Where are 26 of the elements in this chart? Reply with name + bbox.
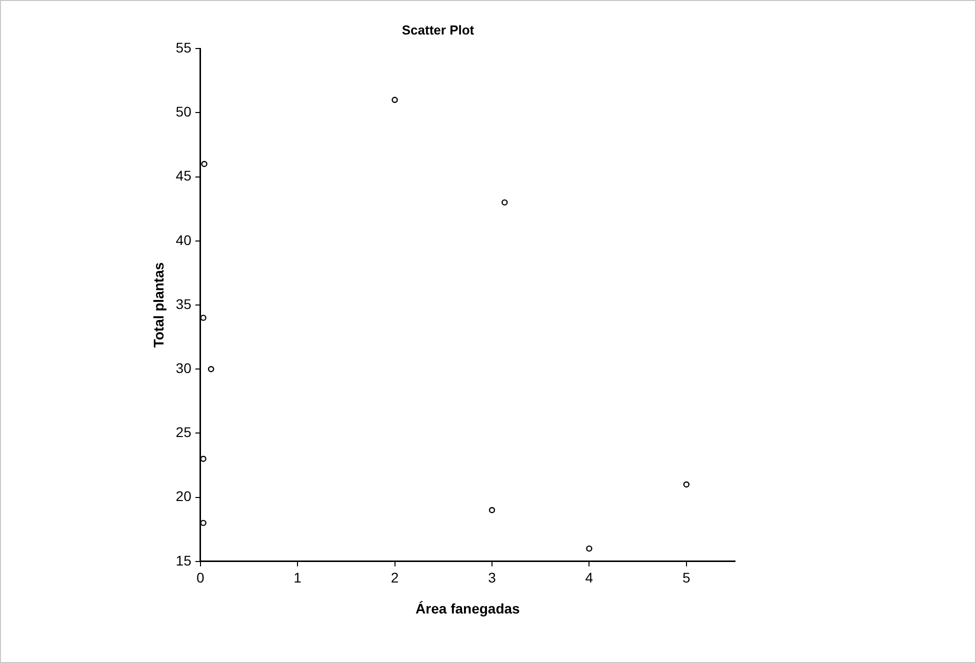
y-tick-label: 20 — [176, 488, 192, 504]
y-tick-label: 35 — [176, 296, 192, 312]
y-tick-label: 25 — [176, 424, 192, 440]
x-tick-label: 4 — [585, 570, 594, 586]
point — [683, 481, 690, 488]
y-tick-label: 40 — [176, 232, 192, 248]
point — [392, 96, 398, 103]
point — [201, 160, 208, 168]
y-tick-label: 30 — [176, 360, 192, 376]
chart-title: Scatter Plot — [402, 22, 475, 38]
x-tick-label: 2 — [390, 570, 399, 586]
x-tick-label: 5 — [682, 570, 690, 586]
x-tick-label: 3 — [488, 570, 496, 586]
x-axis-title: Área fanegadas — [416, 600, 520, 616]
y-tick-label: 55 — [176, 39, 192, 56]
y-tick-label: 45 — [176, 168, 192, 184]
x-tick-label: 0 — [196, 570, 204, 586]
y-axis-title: Total plantas — [150, 262, 166, 348]
y-tick-label: 15 — [176, 552, 192, 568]
point — [586, 545, 592, 552]
point — [488, 507, 496, 514]
point — [502, 199, 508, 206]
point — [200, 520, 206, 526]
x-tick-label: 1 — [294, 570, 302, 586]
y-tick-label: 50 — [176, 104, 192, 120]
point — [208, 366, 214, 372]
